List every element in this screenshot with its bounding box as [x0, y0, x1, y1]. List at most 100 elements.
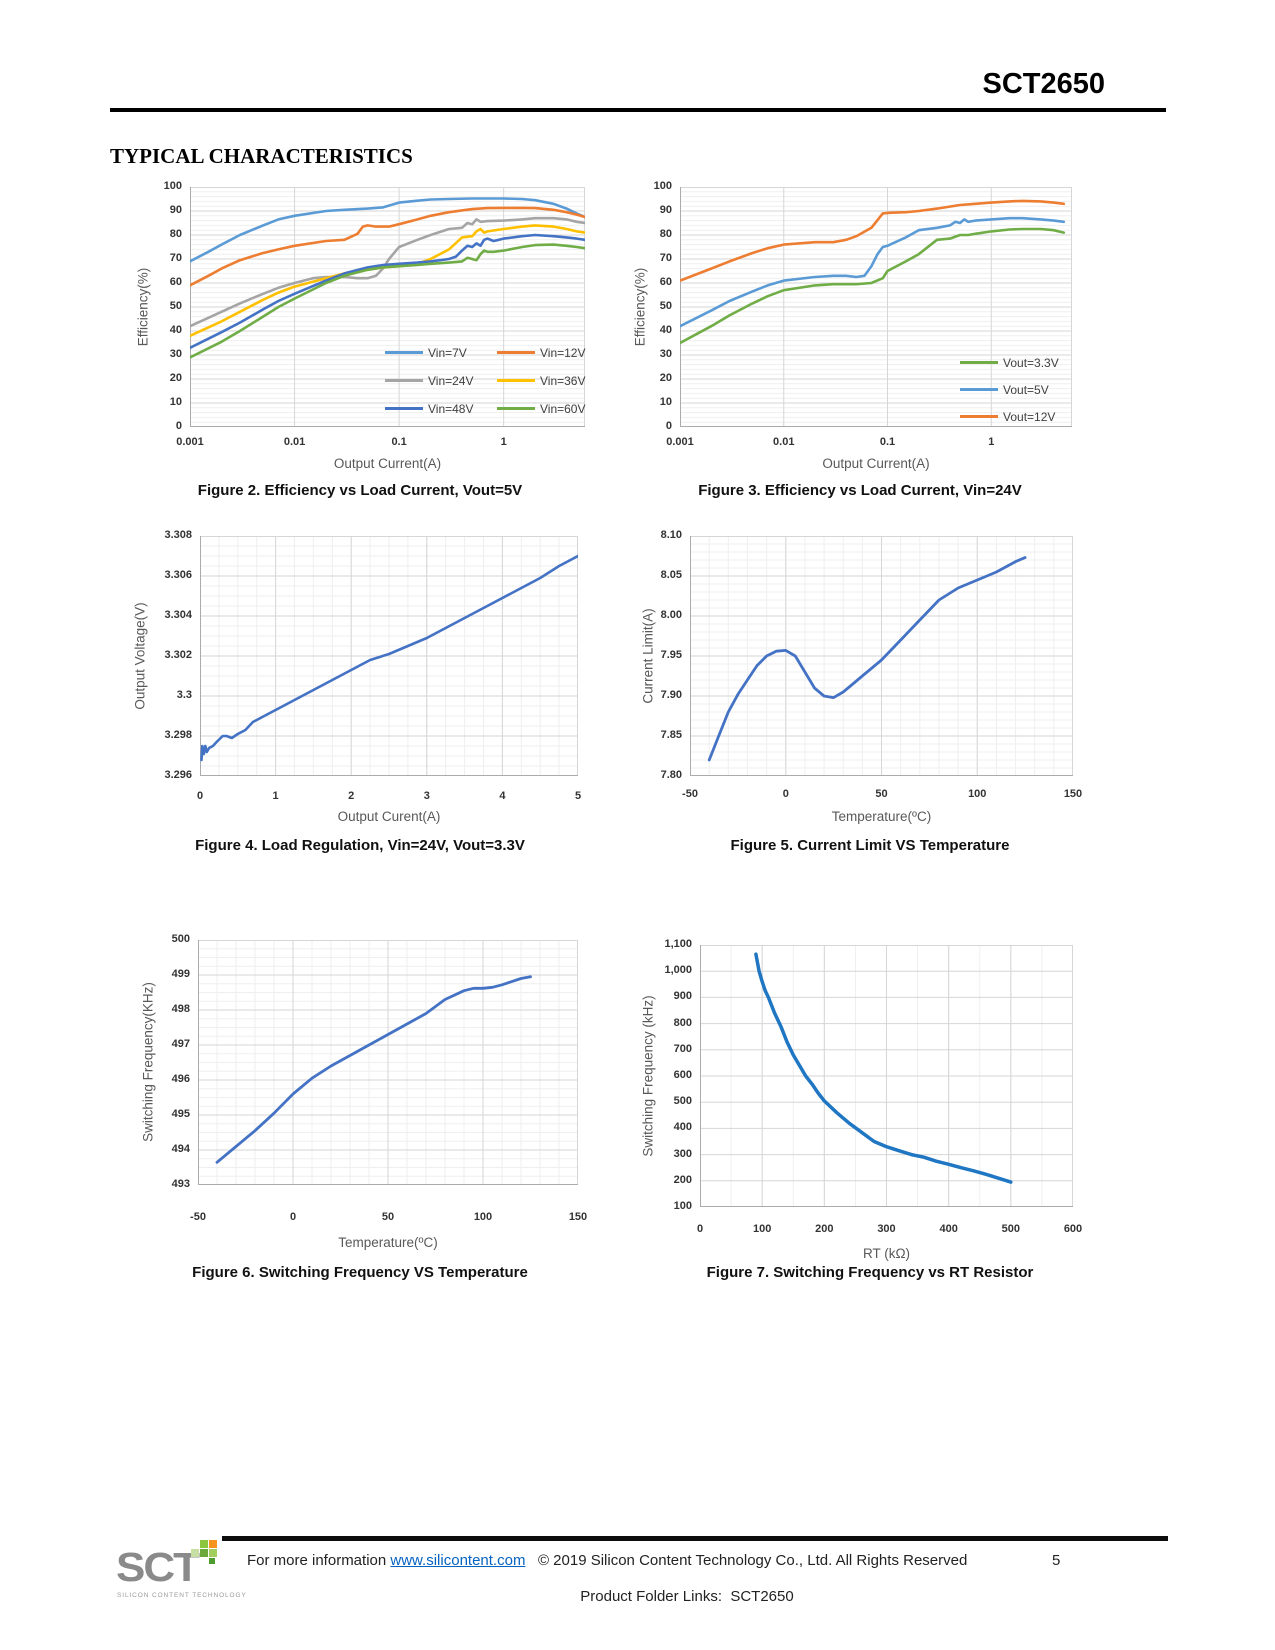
legend-label: Vin=24V [428, 373, 474, 388]
series-line-Vin=12V [188, 206, 587, 287]
logo-square-icon [209, 1558, 215, 1564]
y-tick-label: 1,100 [664, 938, 692, 950]
legend-item: Vin=12V [497, 345, 609, 360]
y-tick-label: 20 [169, 372, 182, 384]
product-links-label: Product Folder Links: [580, 1588, 722, 1605]
y-tick-label: 70 [659, 252, 672, 264]
logo-square-icon [200, 1540, 208, 1548]
x-tick-label: 0 [289, 1211, 297, 1223]
footer-copyright: © 2019 Silicon Content Technology Co., L… [537, 1552, 968, 1569]
y-tick-label: 10 [659, 396, 672, 408]
x-tick-label: 1 [272, 790, 279, 802]
series-line-Vout [200, 554, 580, 762]
y-tick-label: 7.80 [660, 769, 682, 781]
x-tick-label: 5 [574, 790, 582, 802]
figure-7-switching-frequency-rt: Switching Frequency (kHz) 100 200 300 400 50… [620, 880, 1120, 1290]
series-line-Switching Frequency [215, 975, 532, 1164]
fig5-x-axis-title: Temperature(ºC) [831, 809, 932, 824]
fig7-y-axis-title: Switching Frequency (kHz) [640, 995, 656, 1157]
y-tick-label: 100 [163, 180, 182, 192]
legend-label: Vout=12V [1003, 409, 1056, 424]
logo-square-icon [200, 1549, 208, 1557]
y-tick-label: 80 [659, 228, 672, 240]
figure-6-switching-frequency-temp: Switching Frequency(KHz) 493 494 495 496 497… [110, 880, 610, 1290]
sct-logo-text: SCT [116, 1545, 200, 1591]
y-tick-label: 3.296 [164, 769, 192, 781]
x-tick-label: 0.01 [283, 436, 306, 448]
y-tick-label: 3.308 [164, 529, 192, 541]
y-tick-label: 0 [665, 420, 672, 432]
legend-item: Vout=12V [960, 409, 1072, 424]
x-tick-label: 0.1 [879, 436, 896, 448]
x-tick-label: 200 [815, 1223, 834, 1235]
fig4-chart-svg [199, 535, 580, 777]
legend-item: Vout=5V [960, 383, 1072, 397]
fig7-x-axis-title: RT (kΩ) [862, 1246, 911, 1261]
product-links-value[interactable]: SCT2650 [730, 1588, 794, 1605]
x-tick-label: 100 [473, 1211, 493, 1223]
series-line-Vin=60V [188, 243, 587, 359]
x-tick-label: 1 [988, 436, 995, 448]
series-line-Vin=36V [188, 224, 587, 338]
legend-swatch [497, 351, 535, 354]
fig7-plot-area [699, 944, 1074, 1208]
figure-2-efficiency-vout5v: Efficiency(%) 0 10 20 30 40 50 60 70 80 90 100 0.0… [110, 180, 610, 510]
x-tick-label: 150 [568, 1211, 588, 1223]
fig3-x-axis-title: Output Current(A) [822, 456, 930, 471]
y-tick-label: 80 [169, 228, 182, 240]
x-tick-label: 0 [696, 1223, 704, 1235]
y-tick-label: 200 [673, 1173, 692, 1186]
fig6-x-axis-title: Temperature(ºC) [338, 1235, 438, 1250]
footer-rule [222, 1536, 1168, 1541]
fig7-chart-svg [699, 944, 1074, 1208]
x-tick-label: -50 [190, 1211, 206, 1223]
page-number: 5 [1052, 1552, 1061, 1569]
x-tick-label: 100 [968, 788, 987, 800]
fig2-legend: Vin=7V Vin=12V Vin=24V Vin=36V Vin=48V Vin=60… [385, 345, 609, 416]
legend-label: Vin=12V [540, 345, 586, 360]
x-tick-label: 4 [499, 790, 506, 802]
legend-item: Vin=7V [385, 345, 497, 360]
y-tick-label: 499 [171, 968, 190, 980]
fig2-plot-area [188, 186, 587, 428]
x-tick-label: 0.1 [391, 436, 407, 448]
y-tick-label: 1,000 [664, 964, 692, 977]
fig3-plot-area [678, 186, 1072, 428]
legend-label: Vout=3.3V [1003, 355, 1059, 370]
section-title: TYPICAL CHARACTERISTICS [110, 144, 413, 168]
legend-swatch [960, 388, 998, 391]
x-tick-label: 50 [875, 788, 888, 800]
legend-swatch [385, 351, 423, 354]
y-tick-label: 3.306 [164, 569, 192, 581]
legend-item: Vout=3.3V [960, 355, 1072, 370]
legend-label: Vin=7V [428, 345, 467, 360]
fig2-chart-svg [188, 186, 587, 428]
x-tick-label: 1 [500, 436, 507, 448]
logo-square-icon [191, 1549, 199, 1557]
x-tick-label: 2 [348, 790, 355, 802]
x-tick-label: 400 [939, 1223, 958, 1235]
x-tick-label: 0.001 [176, 436, 204, 448]
y-tick-label: 7.85 [660, 729, 682, 741]
x-tick-label: 0.001 [666, 436, 694, 448]
series-line-Vout=12V [678, 199, 1066, 282]
fig3-y-axis-title: Efficiency(%) [632, 267, 648, 347]
y-tick-label: 8.10 [660, 529, 682, 541]
figure-5-current-limit: Current Limit(A) 7.80 7.85 7.90 7.95 8.00 8.0… [620, 525, 1120, 865]
x-tick-label: 3 [423, 790, 430, 802]
fig3-chart-svg [678, 186, 1072, 428]
silicontent-link[interactable]: www.silicontent.com [390, 1552, 526, 1569]
logo-square-icon [209, 1540, 217, 1548]
x-tick-label: 0 [196, 790, 204, 802]
series-line-Vin=24V [188, 216, 587, 328]
y-tick-label: 30 [659, 348, 672, 360]
figure-4-load-regulation: Output Voltage(V) 3.296 3.298 3.3 3.302 3.30… [110, 525, 610, 865]
fig4-caption: Figure 4. Load Regulation, Vin=24V, Vout… [195, 837, 525, 854]
fig2-caption: Figure 2. Efficiency vs Load Current, Vo… [197, 482, 523, 499]
fig2-y-axis-title: Efficiency(%) [135, 267, 151, 347]
fig4-plot-area [199, 535, 580, 777]
y-tick-label: 493 [171, 1178, 190, 1190]
legend-label: Vin=36V [540, 373, 586, 388]
fig5-y-axis-title: Current Limit(A) [640, 608, 656, 704]
legend-swatch [960, 415, 998, 418]
